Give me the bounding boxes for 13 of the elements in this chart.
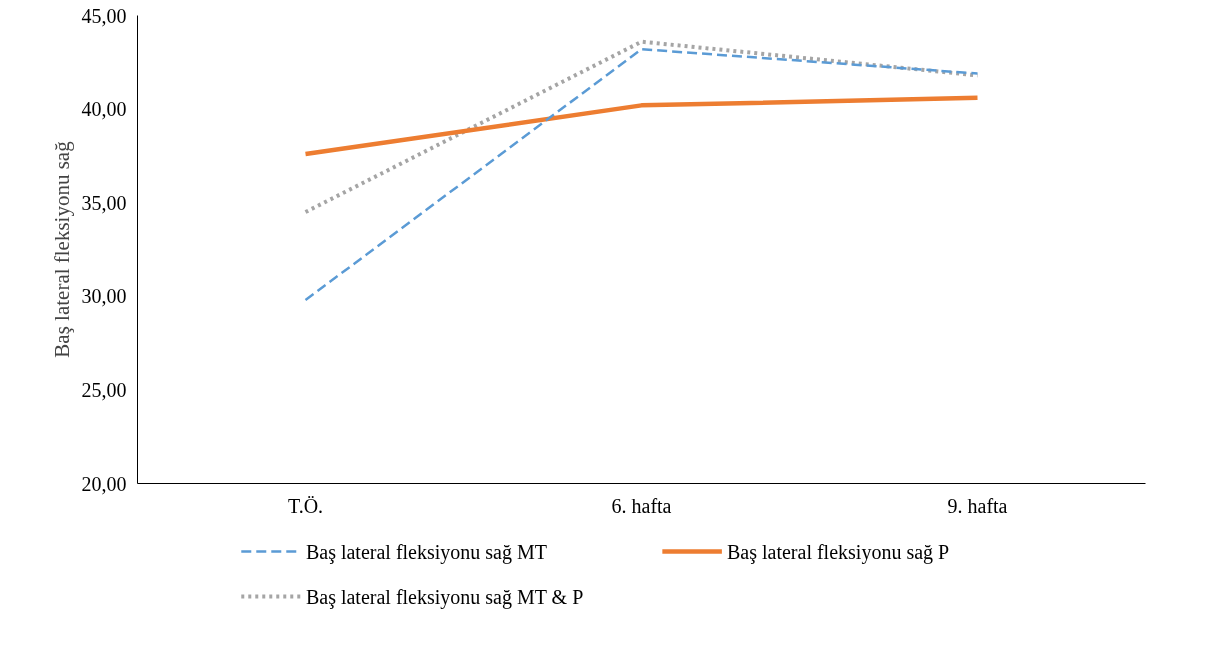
y-tick-label: 20,00 — [81, 472, 127, 495]
legend-label: Baş lateral fleksiyonu sağ MT & P — [305, 585, 584, 609]
legend-label: Baş lateral fleksiyonu sağ MT — [305, 540, 547, 564]
x-tick-label: T.Ö. — [287, 494, 324, 517]
x-tick-label: 9. hafta — [947, 494, 1008, 517]
y-tick-label: 25,00 — [81, 378, 127, 401]
y-tick-label: 45,00 — [81, 4, 127, 27]
y-axis-title: Baş lateral fleksiyonu sağ — [49, 140, 74, 358]
y-tick-label: 35,00 — [81, 191, 127, 214]
y-tick-label: 40,00 — [81, 98, 127, 121]
legend-label: Baş lateral fleksiyonu sağ P — [726, 540, 950, 564]
y-tick-label: 30,00 — [81, 285, 127, 308]
x-tick-label: 6. hafta — [611, 494, 672, 517]
